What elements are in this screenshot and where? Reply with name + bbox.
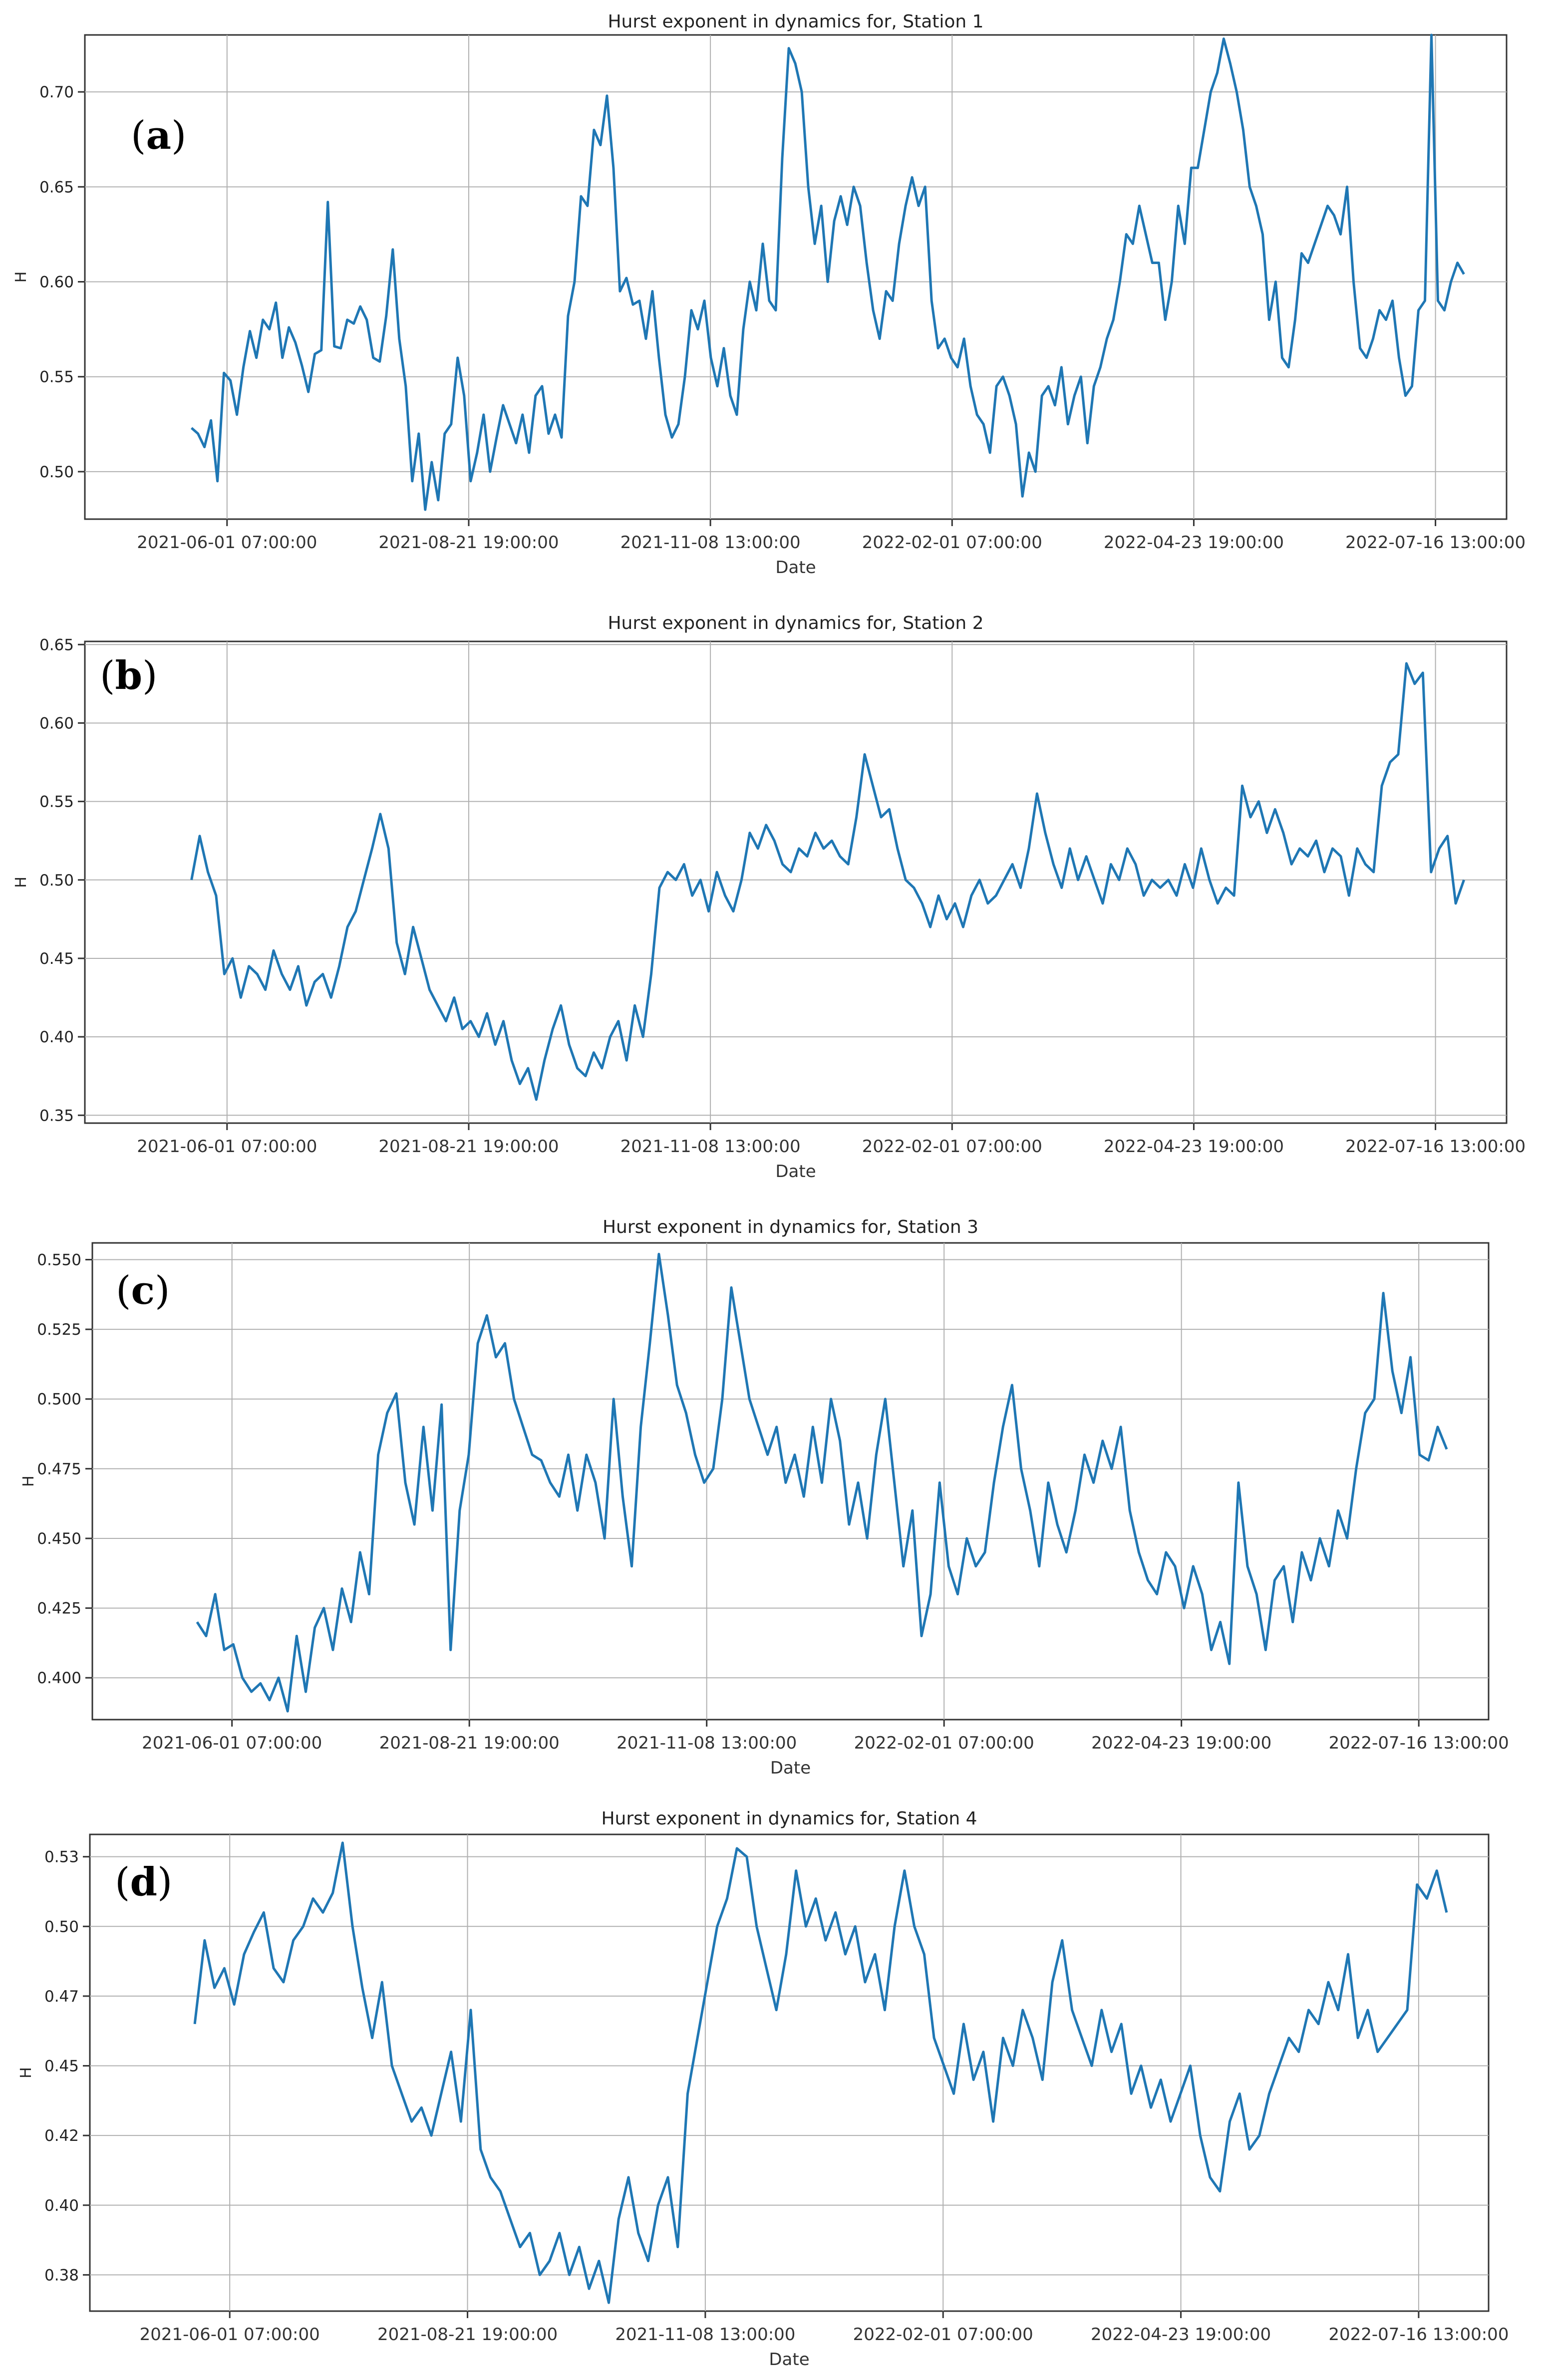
chart-c-y-tick-label: 0.400 bbox=[37, 1669, 81, 1687]
chart-d-x-tick-label: 2022-04-23 19:00:00 bbox=[1091, 2325, 1271, 2345]
chart-d-y-tick-label: 0.38 bbox=[44, 2266, 79, 2284]
chart-c-x-axis-label: Date bbox=[770, 1758, 811, 1778]
chart-d-y-axis-label: H bbox=[17, 2067, 35, 2079]
chart-d-x-tick-label: 2021-06-01 07:00:00 bbox=[140, 2325, 320, 2345]
chart-a-y-tick-label: 0.70 bbox=[39, 83, 74, 101]
panel-label-c: (c) bbox=[116, 1268, 170, 1313]
chart-c-series-line bbox=[196, 1252, 1448, 1713]
chart-d-y-tick-label: 0.45 bbox=[44, 2058, 79, 2076]
chart-b-x-tick-label: 2021-08-21 19:00:00 bbox=[378, 1137, 559, 1157]
chart-d-x-tick-label: 2022-02-01 07:00:00 bbox=[853, 2325, 1033, 2345]
chart-d-y-tick-label: 0.50 bbox=[44, 1918, 79, 1936]
chart-c-x-tick-label: 2022-04-23 19:00:00 bbox=[1091, 1733, 1271, 1753]
chart-d-y-tick-label: 0.42 bbox=[44, 2127, 79, 2145]
chart-a-y-axis-label: H bbox=[12, 272, 30, 283]
chart-b-x-tick-label: 2022-04-23 19:00:00 bbox=[1104, 1137, 1284, 1157]
chart-d-title: Hurst exponent in dynamics for, Station … bbox=[601, 1808, 977, 1829]
chart-c-y-tick-label: 0.525 bbox=[37, 1321, 81, 1339]
chart-b-plot-frame bbox=[84, 640, 1508, 1124]
chart-b-x-tick-label: 2022-07-16 13:00:00 bbox=[1345, 1137, 1526, 1157]
chart-a-y-tick-label: 0.55 bbox=[39, 368, 74, 386]
chart-b-x-tick-label: 2022-02-01 07:00:00 bbox=[862, 1137, 1042, 1157]
panel-label-a: (a) bbox=[131, 113, 187, 158]
chart-a-series-line bbox=[190, 33, 1465, 511]
chart-b-y-tick-label: 0.55 bbox=[39, 793, 74, 811]
panel-label-d: (d) bbox=[115, 1859, 173, 1905]
chart-c-y-tick-label: 0.500 bbox=[37, 1391, 81, 1409]
chart-b-y-tick-label: 0.35 bbox=[39, 1107, 74, 1125]
chart-b-y-tick-label: 0.40 bbox=[39, 1028, 74, 1046]
chart-a-plot-frame bbox=[84, 34, 1508, 520]
chart-b-title: Hurst exponent in dynamics for, Station … bbox=[608, 613, 983, 633]
chart-c-y-tick-label: 0.425 bbox=[37, 1600, 81, 1618]
chart-b-y-axis-label: H bbox=[12, 877, 30, 888]
chart-b-x-axis-label: Date bbox=[775, 1162, 816, 1182]
chart-a-x-axis-label: Date bbox=[775, 558, 816, 578]
chart-d-x-tick-label: 2021-08-21 19:00:00 bbox=[377, 2325, 558, 2345]
chart-a-y-tick-label: 0.50 bbox=[39, 463, 74, 481]
chart-d-x-tick-label: 2021-11-08 13:00:00 bbox=[615, 2325, 795, 2345]
chart-b-x-tick-label: 2021-06-01 07:00:00 bbox=[137, 1137, 317, 1157]
chart-d-plot-frame bbox=[89, 1833, 1490, 2312]
chart-a-x-tick-label: 2022-04-23 19:00:00 bbox=[1104, 533, 1284, 553]
chart-a-x-tick-label: 2021-11-08 13:00:00 bbox=[620, 533, 801, 553]
chart-b-x-tick-label: 2021-11-08 13:00:00 bbox=[620, 1137, 801, 1157]
chart-a-y-tick-label: 0.60 bbox=[39, 274, 74, 292]
chart-c-y-tick-label: 0.450 bbox=[37, 1530, 81, 1548]
chart-d-y-tick-label: 0.47 bbox=[44, 1988, 79, 2006]
chart-d-series-line bbox=[193, 1841, 1448, 2304]
chart-a-x-tick-label: 2022-07-16 13:00:00 bbox=[1345, 533, 1526, 553]
chart-c-y-tick-label: 0.550 bbox=[37, 1251, 81, 1269]
chart-b-y-tick-label: 0.65 bbox=[39, 636, 74, 654]
chart-b-y-tick-label: 0.45 bbox=[39, 950, 74, 968]
chart-a-x-tick-label: 2021-06-01 07:00:00 bbox=[137, 533, 317, 553]
chart-c-plot-frame bbox=[91, 1242, 1490, 1721]
chart-b-y-tick-label: 0.60 bbox=[39, 714, 74, 732]
chart-d-y-tick-label: 0.53 bbox=[44, 1848, 79, 1866]
chart-c-x-tick-label: 2021-08-21 19:00:00 bbox=[379, 1733, 560, 1753]
chart-b-series-line bbox=[190, 662, 1465, 1101]
chart-d-x-axis-label: Date bbox=[769, 2350, 809, 2370]
chart-a-y-tick-label: 0.65 bbox=[39, 178, 74, 196]
chart-a-title: Hurst exponent in dynamics for, Station … bbox=[608, 11, 983, 32]
panel-label-b: (b) bbox=[100, 653, 158, 698]
chart-c-x-tick-label: 2022-07-16 13:00:00 bbox=[1329, 1733, 1509, 1753]
chart-c-title: Hurst exponent in dynamics for, Station … bbox=[603, 1217, 978, 1237]
chart-b-y-tick-label: 0.50 bbox=[39, 872, 74, 890]
chart-c-x-tick-label: 2022-02-01 07:00:00 bbox=[854, 1733, 1034, 1753]
chart-d-x-tick-label: 2022-07-16 13:00:00 bbox=[1328, 2325, 1509, 2345]
chart-a-x-tick-label: 2021-08-21 19:00:00 bbox=[378, 533, 559, 553]
chart-d-y-tick-label: 0.40 bbox=[44, 2197, 79, 2215]
chart-c-x-tick-label: 2021-06-01 07:00:00 bbox=[142, 1733, 322, 1753]
chart-c-y-tick-label: 0.475 bbox=[37, 1460, 81, 1478]
chart-c-x-tick-label: 2021-11-08 13:00:00 bbox=[617, 1733, 797, 1753]
chart-c-y-axis-label: H bbox=[20, 1476, 37, 1487]
chart-a-x-tick-label: 2022-02-01 07:00:00 bbox=[862, 533, 1042, 553]
